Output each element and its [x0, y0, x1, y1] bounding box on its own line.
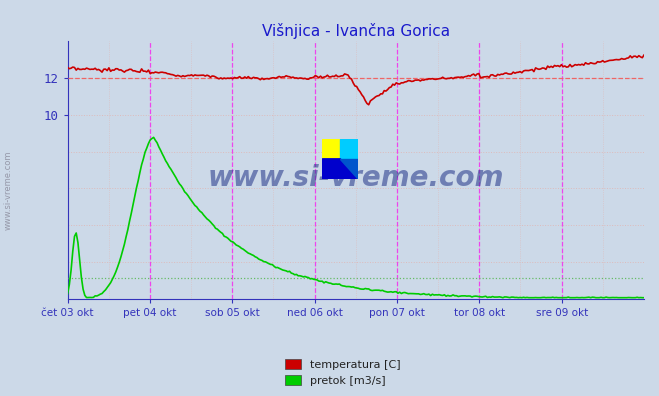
Polygon shape — [322, 159, 358, 179]
Polygon shape — [340, 159, 358, 179]
Text: www.si-vreme.com: www.si-vreme.com — [4, 150, 13, 230]
Bar — [322, 139, 340, 159]
Legend: temperatura [C], pretok [m3/s]: temperatura [C], pretok [m3/s] — [280, 354, 405, 390]
Text: www.si-vreme.com: www.si-vreme.com — [208, 164, 504, 192]
Title: Višnjica - Ivančna Gorica: Višnjica - Ivančna Gorica — [262, 23, 450, 39]
Bar — [340, 139, 358, 159]
